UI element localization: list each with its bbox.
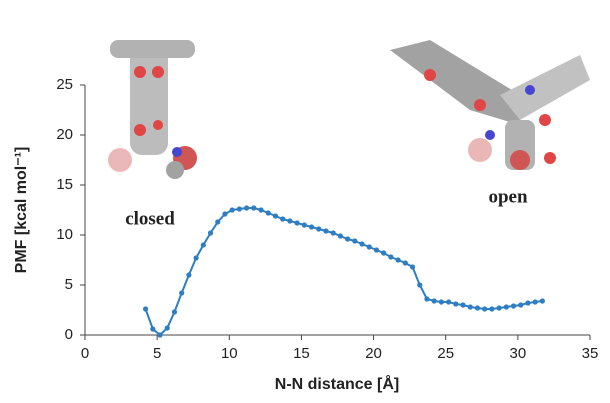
x-tick-label: 30 <box>510 345 527 362</box>
data-point <box>518 302 523 307</box>
data-point <box>302 222 307 227</box>
annotation: closed <box>125 208 175 229</box>
x-tick-label: 35 <box>582 345 599 362</box>
data-point <box>309 224 314 229</box>
data-point <box>533 299 538 304</box>
data-point <box>208 230 213 235</box>
series-line <box>146 208 543 335</box>
data-point <box>323 228 328 233</box>
open-molecule <box>390 40 590 170</box>
data-point <box>374 247 379 252</box>
data-point <box>482 306 487 311</box>
data-point <box>489 306 494 311</box>
data-point <box>258 207 263 212</box>
data-point <box>468 304 473 309</box>
data-point <box>396 257 401 262</box>
data-point <box>432 298 437 303</box>
closed-molecule <box>108 40 197 179</box>
data-point <box>345 236 350 241</box>
y-tick-label: 25 <box>56 76 73 93</box>
data-point <box>540 298 545 303</box>
y-tick-label: 10 <box>56 226 73 243</box>
y-tick-label: 0 <box>65 326 73 343</box>
x-tick-label: 25 <box>437 345 454 362</box>
y-tick-label: 20 <box>56 126 73 143</box>
data-point <box>367 244 372 249</box>
data-point <box>287 218 292 223</box>
data-point <box>352 238 357 243</box>
x-axis-title: N-N distance [Å] <box>275 374 399 393</box>
data-point <box>410 264 415 269</box>
data-point <box>244 205 249 210</box>
data-point <box>504 304 509 309</box>
y-tick-label: 15 <box>56 176 73 193</box>
x-tick-label: 15 <box>293 345 310 362</box>
data-point <box>266 210 271 215</box>
data-point <box>237 206 242 211</box>
data-point <box>338 233 343 238</box>
data-point <box>251 205 256 210</box>
y-tick-label: 5 <box>65 276 73 293</box>
data-point <box>194 255 199 260</box>
data-point <box>215 219 220 224</box>
data-point <box>295 220 300 225</box>
data-point <box>359 241 364 246</box>
data-point <box>475 305 480 310</box>
data-point <box>388 254 393 259</box>
data-point <box>273 213 278 218</box>
data-point <box>143 306 148 311</box>
x-tick-label: 10 <box>221 345 238 362</box>
data-point <box>230 207 235 212</box>
data-point <box>460 302 465 307</box>
data-point <box>403 260 408 265</box>
x-tick-label: 5 <box>153 345 161 362</box>
data-point <box>316 226 321 231</box>
data-point <box>446 299 451 304</box>
data-point <box>201 242 206 247</box>
data-point <box>525 300 530 305</box>
data-point <box>331 230 336 235</box>
data-point <box>381 250 386 255</box>
data-point <box>497 305 502 310</box>
annotation: open <box>488 186 528 207</box>
data-point <box>157 332 162 337</box>
data-point <box>424 296 429 301</box>
data-point <box>165 325 170 330</box>
data-point <box>172 309 177 314</box>
data-point <box>179 290 184 295</box>
chart: closed open N-N distance [Å] PMF [kcal m… <box>0 0 610 403</box>
data-point <box>511 303 516 308</box>
y-axis-title: PMF [kcal mol⁻¹] <box>13 147 30 274</box>
data-point <box>186 272 191 277</box>
data-point <box>222 211 227 216</box>
data-point <box>150 326 155 331</box>
x-tick-label: 0 <box>81 345 89 362</box>
data-point <box>417 282 422 287</box>
data-point <box>453 301 458 306</box>
data-point <box>280 216 285 221</box>
data-point <box>439 299 444 304</box>
x-tick-label: 20 <box>365 345 382 362</box>
